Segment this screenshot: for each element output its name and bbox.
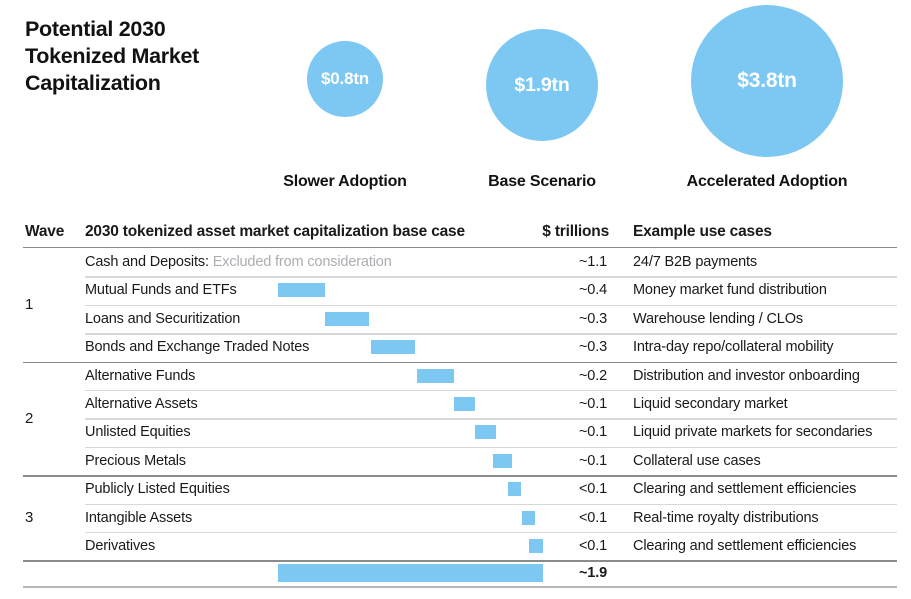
table-row: Bonds and Exchange Traded Notes ~0.3 Intra…: [23, 333, 897, 361]
row-divider: [85, 276, 897, 278]
row-use-case: Clearing and settlement efficiencies: [633, 481, 857, 498]
row-use-case: Intra-day repo/collateral mobility: [633, 339, 834, 356]
table-row: Derivatives <0.1 Clearing and settlement e…: [23, 532, 897, 560]
table-header-row: Wave 2030 tokenized asset market capital…: [23, 220, 897, 248]
wave-number: 1: [25, 296, 34, 314]
row-asset-label: Alternative Assets: [85, 396, 198, 412]
row-divider: [85, 446, 897, 449]
row-use-case: Warehouse lending / CLOs: [633, 310, 803, 327]
row-use-case: Distribution and investor onboarding: [633, 367, 860, 384]
row-use-case: Clearing and settlement efficiencies: [633, 538, 857, 554]
bubble-value-label: $1.9tn: [514, 73, 570, 96]
waterfall-bar: [529, 539, 543, 553]
total-value: ~1.9: [578, 565, 607, 582]
row-divider: [85, 304, 897, 307]
row-value: ~0.1: [578, 424, 607, 441]
row-divider: [85, 532, 897, 534]
row-divider: [85, 390, 897, 392]
table-row: Publicly Listed Equities <0.1 Clearing and…: [23, 475, 897, 503]
row-asset-label: Mutual Funds and ETFs: [85, 282, 237, 299]
row-asset-label: Cash and Deposits: Excluded from conside…: [85, 254, 392, 270]
scenario-bubble: $1.9tn: [486, 29, 598, 141]
waterfall-table: Wave 2030 tokenized asset market capital…: [23, 220, 897, 592]
table-row: Alternative Assets ~0.1 Liquid secondary m…: [23, 390, 897, 418]
scenario-label: Accelerated Adoption: [686, 173, 848, 190]
scenario-bubble: $0.8tn: [307, 41, 383, 117]
row-divider: [85, 333, 897, 335]
table-row: Intangible Assets <0.1 Real-time royalty d…: [23, 504, 897, 532]
row-asset-label: Publicly Listed Equities: [85, 481, 230, 498]
row-value: ~1.1: [578, 254, 607, 270]
row-divider: [23, 560, 897, 562]
row-value: ~0.2: [578, 367, 607, 384]
row-use-case: Liquid secondary market: [633, 396, 788, 412]
waterfall-bar: [417, 368, 454, 383]
row-asset-label: Precious Metals: [85, 452, 186, 469]
row-value: ~0.1: [578, 396, 607, 412]
table-row: Precious Metals ~0.1 Collateral use cases: [23, 447, 897, 475]
waterfall-bar: [325, 311, 369, 326]
row-value: ~0.1: [578, 452, 607, 469]
row-value: ~0.3: [578, 339, 607, 356]
page-title: Potential 2030 Tokenized Market Capitali…: [25, 17, 200, 95]
bubble-value-label: $0.8tn: [321, 69, 369, 88]
waterfall-bar: [474, 425, 496, 440]
row-asset-label: Intangible Assets: [85, 509, 193, 526]
row-divider: [23, 247, 897, 249]
total-bar: [278, 564, 543, 583]
row-asset-label: Derivatives: [85, 538, 156, 554]
scenario-label: Slower Adoption: [283, 173, 407, 190]
header-wave: Wave: [25, 223, 65, 240]
table-row: Loans and Securitization ~0.3 Warehouse le…: [23, 305, 897, 333]
scenario-label: Base Scenario: [488, 173, 596, 190]
wave-number: 2: [25, 409, 34, 427]
row-use-case: Real-time royalty distributions: [633, 509, 819, 526]
row-use-case: Money market fund distribution: [633, 282, 827, 299]
table-row: Cash and Deposits: Excluded from conside…: [23, 248, 897, 276]
row-note: Excluded from consideration: [208, 254, 392, 270]
row-asset-label: Unlisted Equities: [85, 424, 191, 441]
row-value: ~0.4: [578, 282, 607, 299]
row-use-case: 24/7 B2B payments: [633, 254, 757, 270]
row-use-case: Collateral use cases: [633, 452, 761, 469]
header-asset: 2030 tokenized asset market capitalizati…: [85, 223, 465, 240]
table-row: Mutual Funds and ETFs ~0.4 Money market fu…: [23, 276, 897, 304]
row-divider: [85, 418, 897, 420]
row-asset-label: Loans and Securitization: [85, 310, 241, 327]
row-divider: [85, 503, 897, 505]
header-use-cases: Example use cases: [633, 223, 772, 240]
scenario-bubble: $3.8tn: [691, 5, 843, 157]
row-value: <0.1: [578, 538, 607, 554]
row-use-case: Liquid private markets for secondaries: [633, 424, 873, 441]
waterfall-bar: [508, 482, 521, 497]
waterfall-bar: [453, 397, 475, 411]
waterfall-bar: [522, 510, 535, 525]
waterfall-bar: [371, 340, 415, 355]
row-value: <0.1: [578, 509, 607, 526]
waterfall-bar: [492, 453, 513, 468]
table-row: Alternative Funds ~0.2 Distribution and in…: [23, 362, 897, 390]
row-asset-label: Alternative Funds: [85, 367, 196, 384]
row-value: <0.1: [578, 481, 607, 498]
table-row: Unlisted Equities ~0.1 Liquid private mark…: [23, 418, 897, 446]
row-divider: [23, 586, 897, 588]
row-value: ~0.3: [578, 310, 607, 327]
bubble-value-label: $3.8tn: [737, 69, 797, 92]
table-total-row: ~1.9: [23, 560, 897, 586]
row-divider: [23, 361, 897, 363]
header-trillions: $ trillions: [542, 223, 609, 240]
row-divider: [23, 475, 897, 477]
waterfall-bar: [278, 283, 326, 298]
row-asset-label: Bonds and Exchange Traded Notes: [85, 339, 310, 356]
wave-number: 3: [25, 509, 34, 527]
